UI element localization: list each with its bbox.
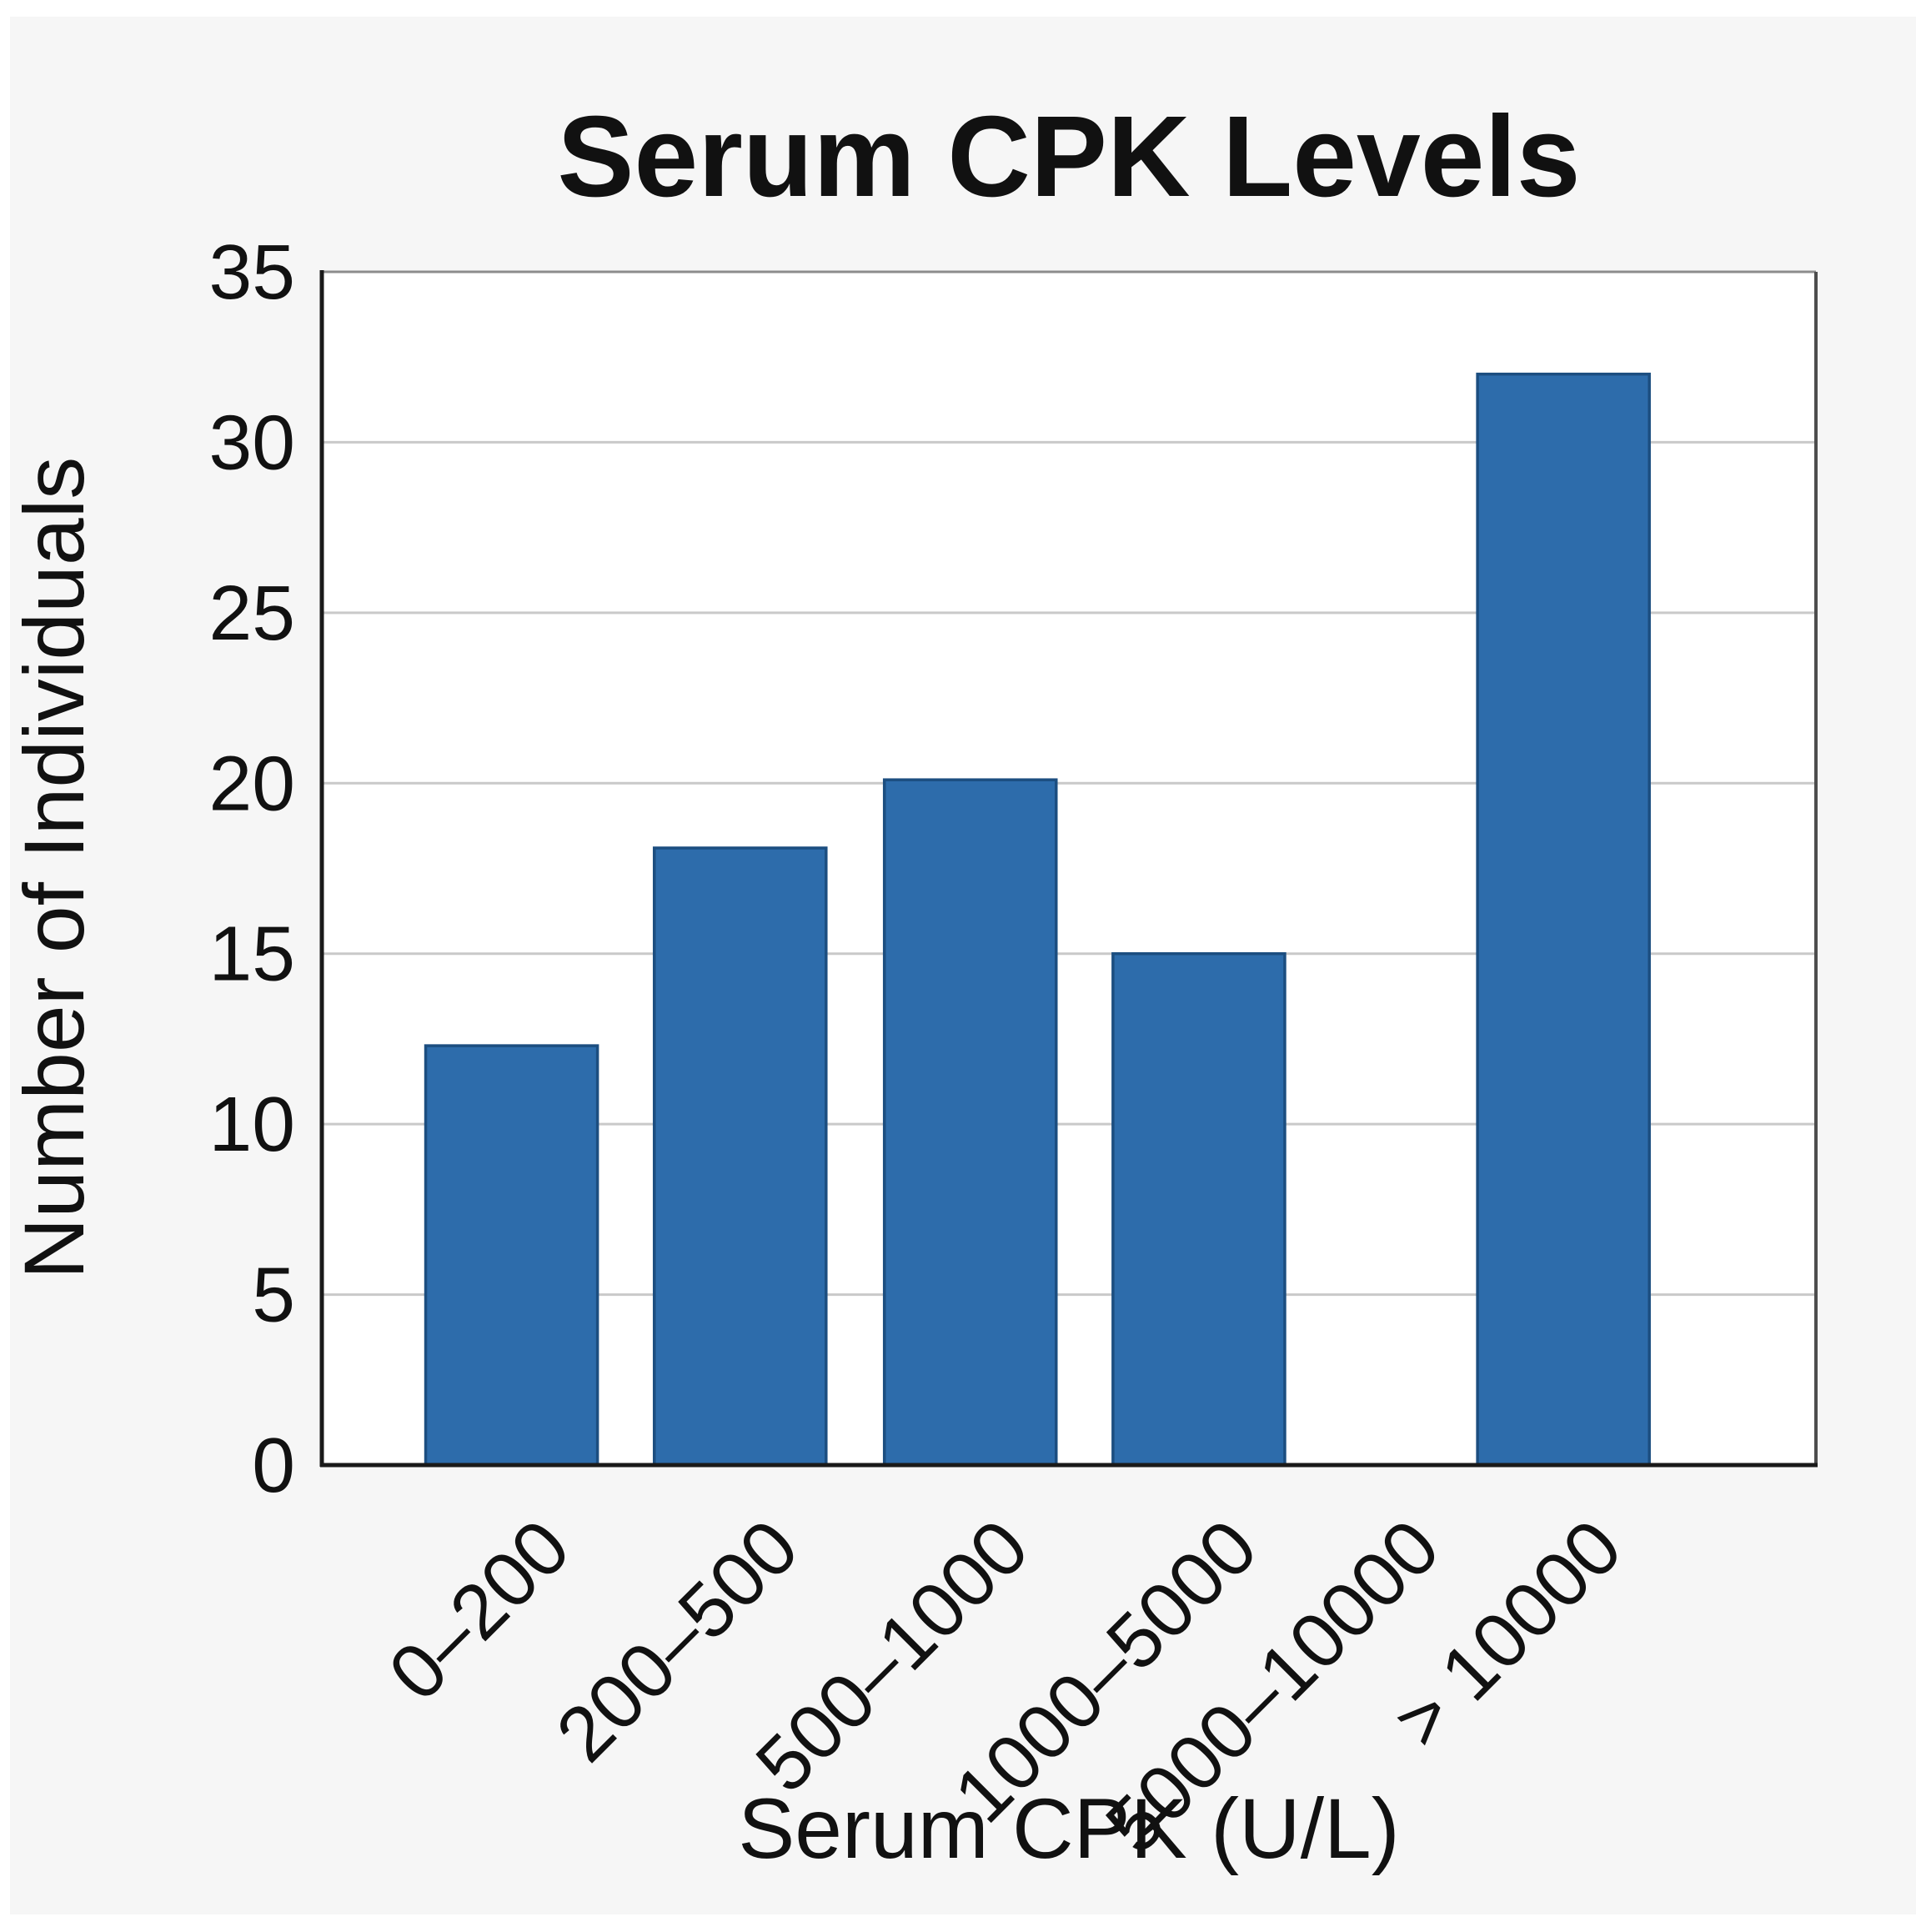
bar — [882, 778, 1058, 1467]
y-tick-label: 35 — [209, 228, 295, 315]
y-tick-label: 25 — [209, 570, 295, 656]
y-tick-labels: 0 5 10 15 20 25 30 35 — [209, 228, 295, 1508]
bar — [652, 846, 828, 1467]
y-tick-label: 15 — [209, 911, 295, 997]
bars-group — [424, 372, 1651, 1467]
bar — [1476, 372, 1651, 1467]
y-tick-label: 30 — [209, 399, 295, 485]
y-tick-label: 0 — [252, 1422, 295, 1508]
bar — [1111, 951, 1287, 1467]
y-axis-label: Number of Individuals — [7, 457, 102, 1279]
y-tick-label: 20 — [209, 740, 295, 826]
chart-title: Serum CPK Levels — [557, 93, 1580, 221]
axes-spines — [319, 270, 1818, 1468]
y-tick-label: 5 — [252, 1252, 295, 1338]
bar — [424, 1044, 599, 1467]
y-tick-label: 10 — [209, 1081, 295, 1167]
x-axis-label: Serum CPK (U/L) — [738, 1781, 1400, 1876]
